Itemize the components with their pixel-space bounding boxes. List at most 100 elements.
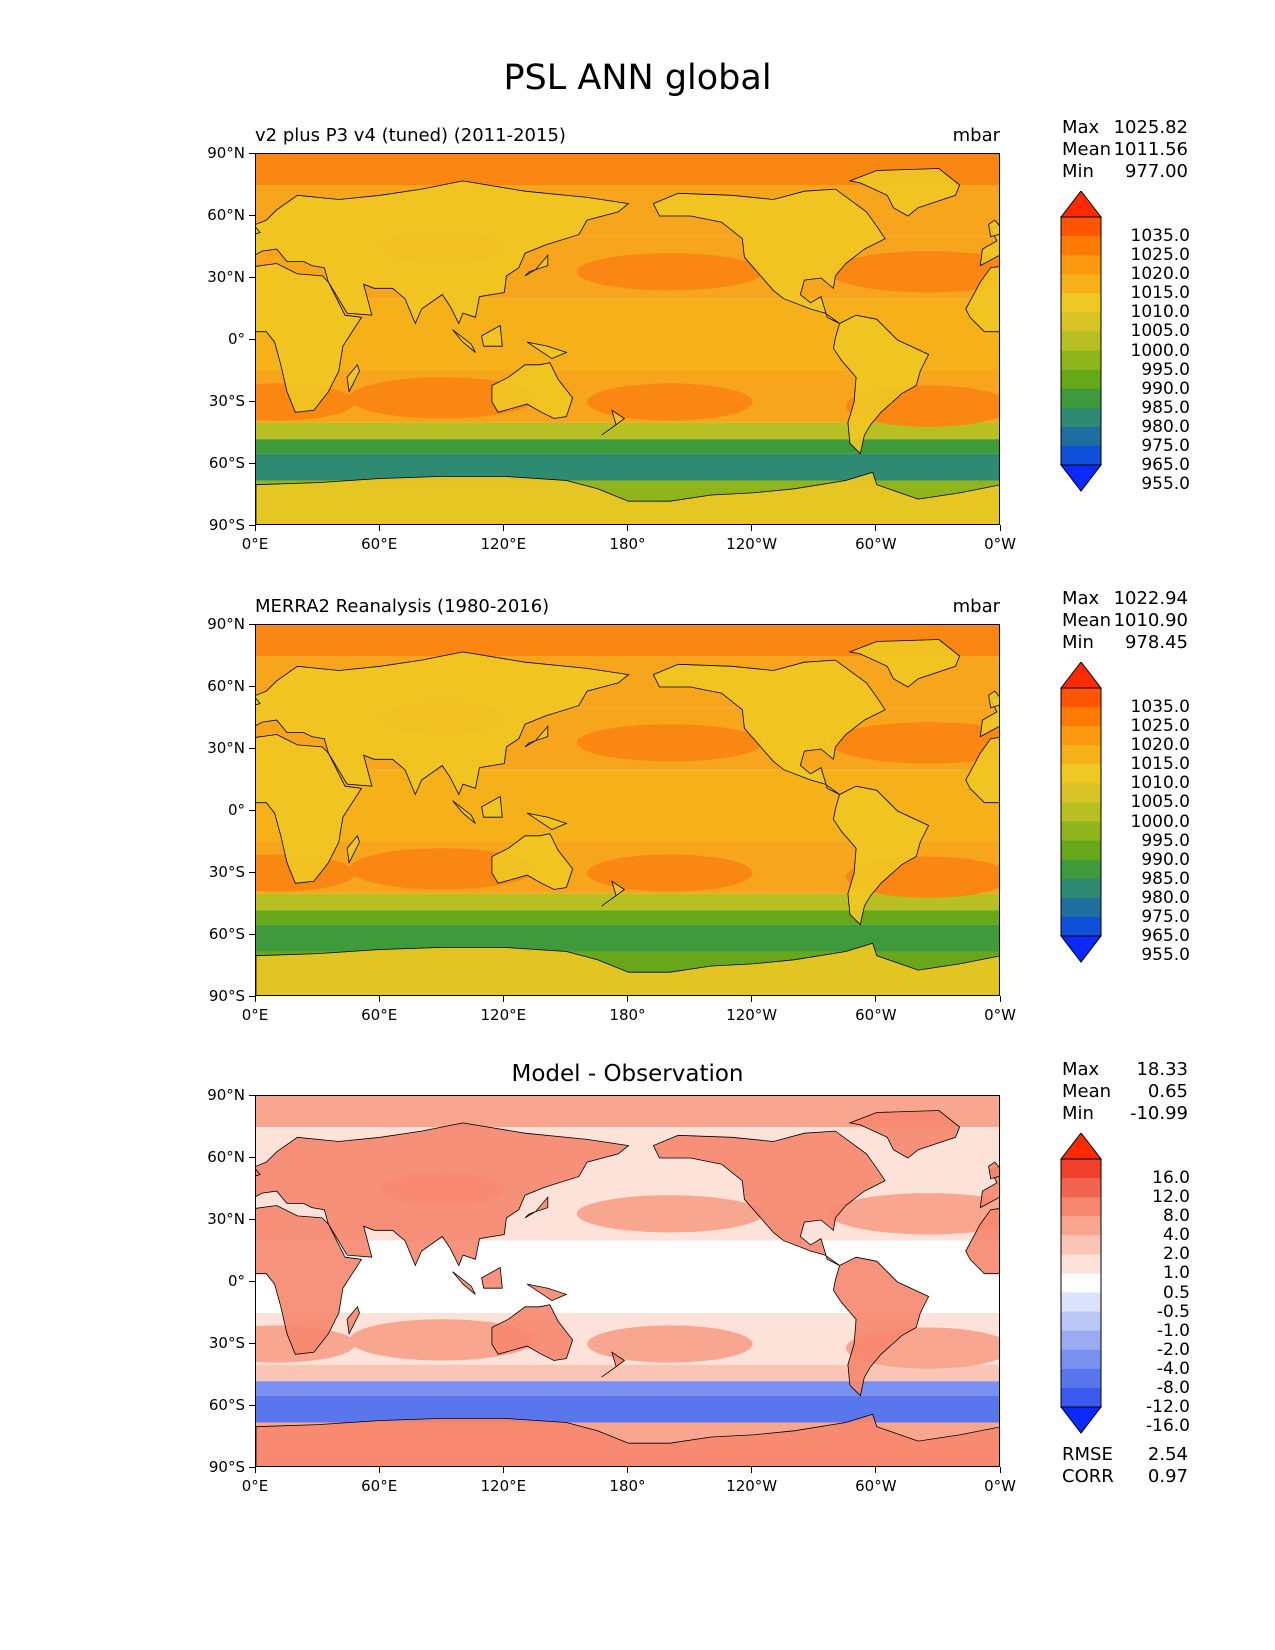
stat-label: Mean (1062, 139, 1112, 160)
land-outline (491, 1304, 574, 1361)
lon-tick-mark (751, 525, 753, 531)
lat-tick-label: 0° (227, 801, 245, 819)
lat-tick-mark (249, 524, 255, 526)
colorbar-tick-label: 1015.0 (1130, 283, 1190, 304)
colorbar-tick-label: 985.0 (1141, 868, 1190, 889)
land-outline (481, 795, 503, 818)
corr-value: 0.97 (1147, 1466, 1188, 1487)
lat-tick-label: 30°N (207, 1210, 245, 1228)
colorbar-tick-label: 1020.0 (1130, 735, 1190, 756)
land-outline (346, 834, 360, 865)
stat-label: Min (1062, 1103, 1094, 1124)
lat-tick-mark (249, 400, 255, 402)
stat-row: Min 977.00 (1062, 161, 1192, 183)
lat-tick-label: 0° (227, 330, 245, 348)
lat-tick-mark (249, 747, 255, 749)
land-outline (256, 1205, 363, 1355)
colorbar-tick-label: 1025.0 (1130, 716, 1190, 737)
map-panel-3: Model - Observation 90°N 60°N 30°N 0° 30°S 60°… (0, 1059, 1275, 1565)
colorbar-frame (1060, 1158, 1102, 1408)
colorbar-tick-label: 16.0 (1152, 1168, 1190, 1189)
stat-row: Max 18.33 (1062, 1059, 1192, 1081)
corr-row: CORR 0.97 (1062, 1466, 1192, 1488)
lat-tick-mark (249, 1094, 255, 1096)
land-outline (832, 785, 930, 926)
rmse-row: RMSE 2.54 (1062, 1444, 1192, 1466)
map-plot-area (255, 153, 1000, 525)
lat-tick-mark (249, 809, 255, 811)
pressure-cell (349, 377, 536, 419)
lon-tick-mark (378, 525, 380, 531)
land-outline (601, 409, 626, 436)
colorbar-segment (1061, 312, 1101, 332)
land-outline (988, 690, 999, 709)
stat-row: Mean 0.65 (1062, 1081, 1192, 1103)
lat-tick-mark (249, 1466, 255, 1468)
colorbar-segment (1061, 1273, 1101, 1294)
lon-tick-label: 0°E (241, 1006, 269, 1024)
lat-tick-label: 30°S (208, 392, 245, 410)
colorbar-segment (1061, 388, 1101, 409)
land-outline (256, 263, 363, 413)
colorbar-segment (1061, 878, 1101, 899)
lon-tick-label: 60°E (361, 1477, 398, 1495)
lon-tick-mark (378, 1467, 380, 1473)
colorbar-tick-label: 2.0 (1162, 1244, 1190, 1265)
stat-value: 18.33 (1136, 1059, 1188, 1080)
colorbar-segment (1061, 859, 1101, 880)
panel-title: v2 plus P3 v4 (tuned) (2011-2015) (255, 125, 566, 146)
lon-tick-mark (875, 996, 877, 1002)
colorbar-segment (1061, 350, 1101, 371)
colorbar-tick-label: 12.0 (1152, 1187, 1190, 1208)
lon-tick-label: 120°W (726, 1006, 778, 1024)
lat-tick-label: 60°S (208, 925, 245, 943)
lon-tick-mark (751, 996, 753, 1002)
colorbar-tick-label: 980.0 (1141, 887, 1190, 908)
land-outline (965, 266, 999, 333)
stat-row: Min -10.99 (1062, 1103, 1192, 1125)
lon-tick-mark (502, 1467, 504, 1473)
colorbar-extend-min (1059, 1406, 1103, 1434)
colorbar-tick-label: 4.0 (1162, 1225, 1190, 1246)
lon-tick-label: 0°E (241, 535, 269, 553)
colorbar (1059, 190, 1106, 492)
colorbar-tick-label: -2.0 (1156, 1339, 1190, 1360)
colorbar-segment (1061, 1254, 1101, 1274)
land-outline (848, 1110, 961, 1159)
stat-value: 0.65 (1147, 1081, 1188, 1102)
lat-tick-mark (249, 1404, 255, 1406)
lat-tick-label: 30°N (207, 739, 245, 757)
land-outline (256, 471, 999, 524)
lon-tick-mark (254, 996, 256, 1002)
land-outline (524, 725, 549, 748)
land-outline (832, 1256, 930, 1397)
colorbar-tick-label: 995.0 (1141, 359, 1190, 380)
colorbar (1059, 1132, 1106, 1434)
lon-tick-label: 180° (609, 1477, 646, 1495)
colorbar-extend-min (1059, 464, 1103, 492)
land-outline (491, 833, 574, 890)
lon-tick-mark (254, 525, 256, 531)
lat-tick-label: 60°N (207, 677, 245, 695)
colorbar-segment (1061, 840, 1101, 861)
colorbar-tick-label: 965.0 (1141, 455, 1190, 475)
pressure-cell (829, 1193, 999, 1235)
pressure-cell (349, 1319, 536, 1361)
colorbar-segment (1061, 802, 1101, 823)
panel-title: MERRA2 Reanalysis (1980-2016) (255, 596, 550, 617)
stat-label: Max (1062, 117, 1100, 138)
land-outline (256, 651, 630, 796)
land-outline (526, 1283, 568, 1302)
lon-tick-mark (875, 525, 877, 531)
lon-tick-mark (627, 525, 628, 531)
stat-label: Mean (1062, 1081, 1112, 1102)
map-band (256, 439, 999, 454)
lat-tick-label: 30°N (207, 268, 245, 286)
panel-stats: Max 1022.94 Mean 1010.90 Min 978.45 (1062, 588, 1192, 654)
stat-value: 977.00 (1125, 161, 1188, 182)
land-outline (848, 168, 961, 217)
land-outline (256, 697, 261, 706)
land-outline (491, 362, 574, 419)
map-plot-area (255, 1095, 1000, 1467)
stat-value: 1022.94 (1113, 588, 1188, 609)
